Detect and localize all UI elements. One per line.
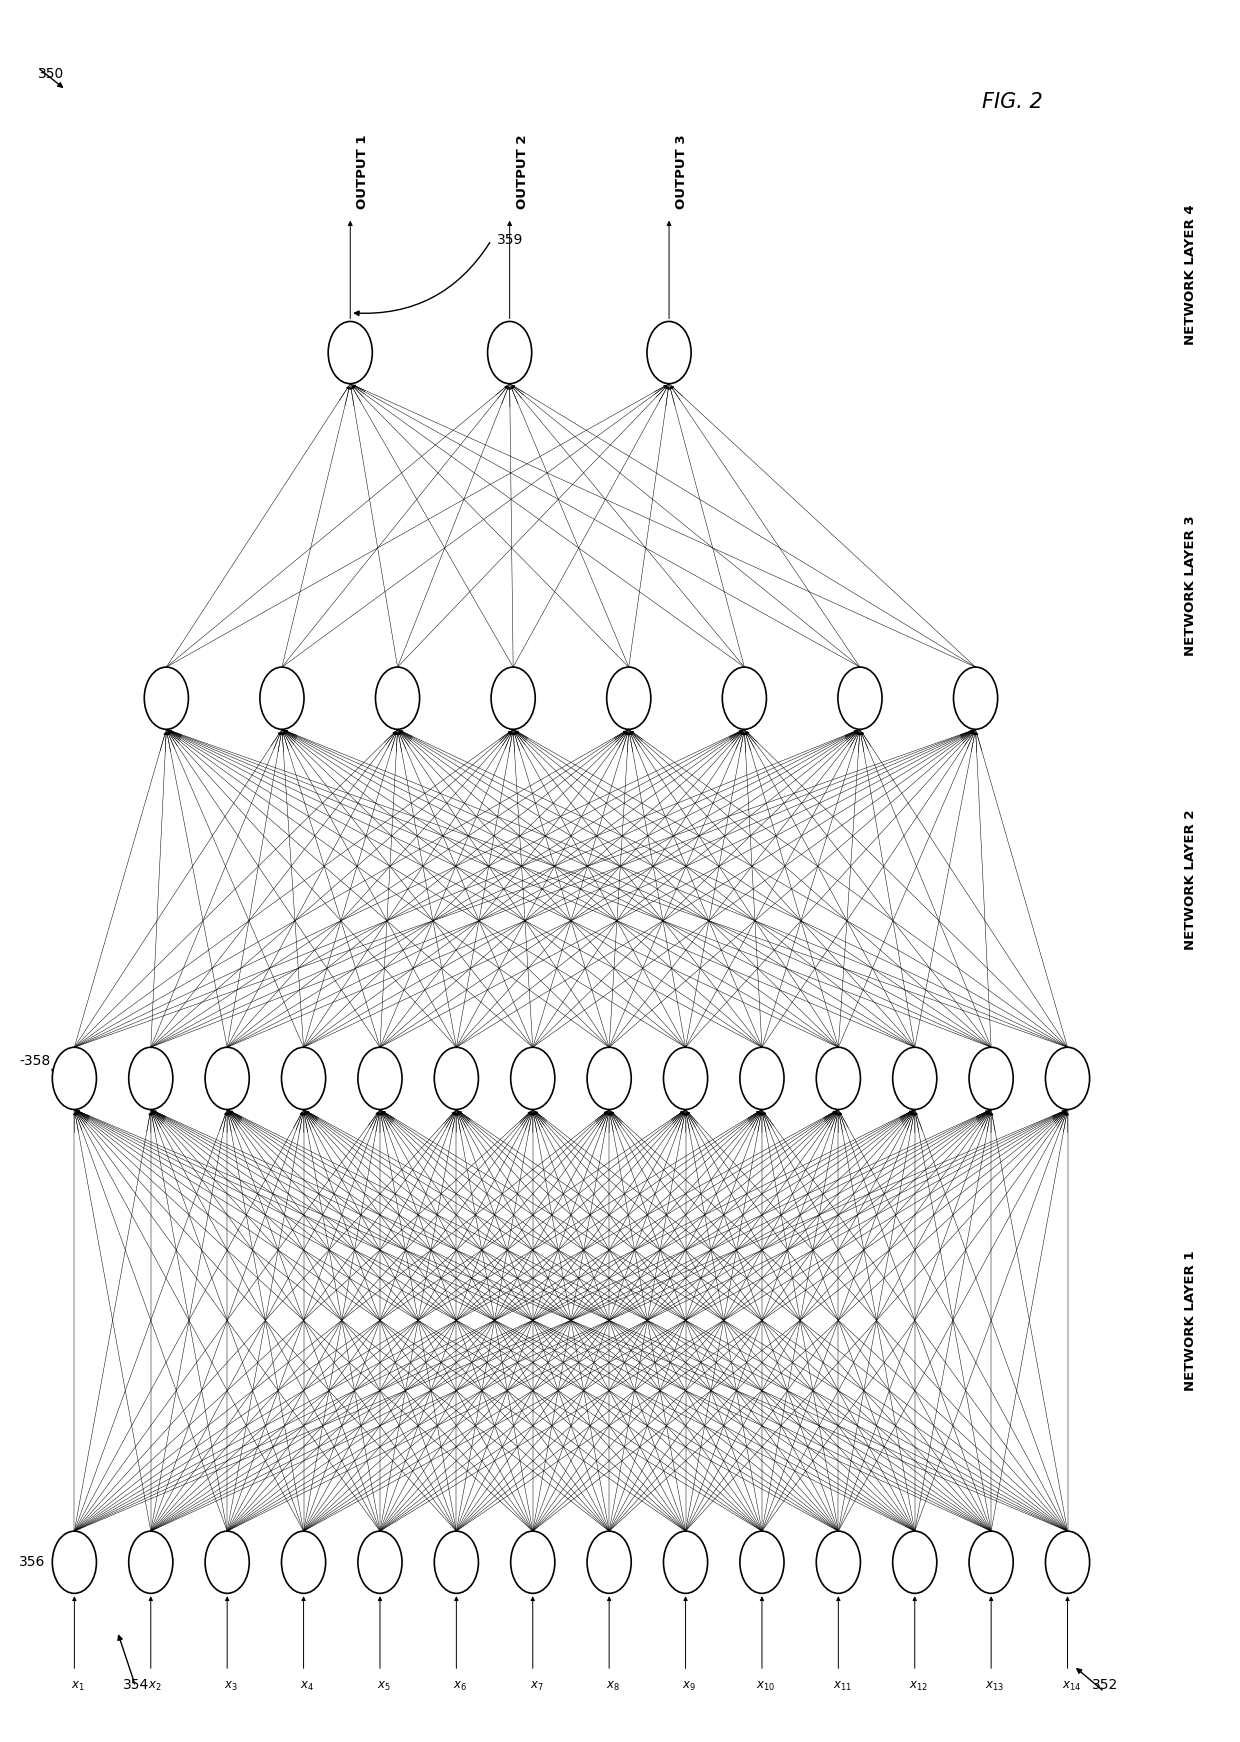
Circle shape [587,1531,631,1594]
Text: $x_{2}$: $x_{2}$ [148,1679,161,1693]
Text: $x_{9}$: $x_{9}$ [682,1679,696,1693]
Text: $x_{3}$: $x_{3}$ [224,1679,238,1693]
Circle shape [722,667,766,730]
Text: 356: 356 [19,1556,46,1570]
Circle shape [663,1047,708,1110]
Circle shape [281,1047,326,1110]
Circle shape [487,322,532,383]
Text: OUTPUT 2: OUTPUT 2 [516,134,528,209]
Circle shape [52,1531,97,1594]
Circle shape [358,1531,402,1594]
Text: -358: -358 [19,1054,51,1068]
Circle shape [260,667,304,730]
Circle shape [954,667,998,730]
Circle shape [740,1531,784,1594]
Circle shape [893,1047,936,1110]
Circle shape [816,1047,861,1110]
Circle shape [1045,1047,1090,1110]
Circle shape [144,667,188,730]
Text: NETWORK LAYER 4: NETWORK LAYER 4 [1184,204,1197,345]
Circle shape [491,667,536,730]
Circle shape [434,1047,479,1110]
Circle shape [893,1531,936,1594]
Text: 354: 354 [124,1678,150,1691]
Circle shape [511,1531,554,1594]
Circle shape [358,1047,402,1110]
Circle shape [970,1531,1013,1594]
Text: OUTPUT 3: OUTPUT 3 [675,134,688,209]
Circle shape [205,1047,249,1110]
Text: $x_{4}$: $x_{4}$ [300,1679,314,1693]
Circle shape [663,1531,708,1594]
Text: $x_{1}$: $x_{1}$ [71,1679,84,1693]
Circle shape [606,667,651,730]
Circle shape [52,1047,97,1110]
Circle shape [129,1531,172,1594]
Text: NETWORK LAYER 2: NETWORK LAYER 2 [1184,810,1197,949]
Circle shape [329,322,372,383]
Text: NETWORK LAYER 3: NETWORK LAYER 3 [1184,516,1197,657]
Text: 350: 350 [37,68,63,82]
Circle shape [129,1047,172,1110]
Circle shape [816,1531,861,1594]
Text: $x_{8}$: $x_{8}$ [606,1679,620,1693]
Text: NETWORK LAYER 1: NETWORK LAYER 1 [1184,1251,1197,1390]
Text: $x_{11}$: $x_{11}$ [832,1679,852,1693]
Text: 352: 352 [1092,1678,1118,1691]
Text: $x_{14}$: $x_{14}$ [1061,1679,1081,1693]
Circle shape [434,1531,479,1594]
Circle shape [281,1531,326,1594]
Circle shape [205,1531,249,1594]
Text: $x_{5}$: $x_{5}$ [377,1679,391,1693]
Text: FIG. 2: FIG. 2 [982,92,1043,111]
Text: $x_{7}$: $x_{7}$ [529,1679,543,1693]
Text: OUTPUT 1: OUTPUT 1 [356,134,370,209]
Circle shape [970,1047,1013,1110]
Circle shape [647,322,691,383]
Text: $x_{12}$: $x_{12}$ [909,1679,928,1693]
Text: $x_{10}$: $x_{10}$ [756,1679,775,1693]
Circle shape [1045,1531,1090,1594]
Text: $x_{13}$: $x_{13}$ [986,1679,1004,1693]
Circle shape [511,1047,554,1110]
Text: 359: 359 [497,233,523,247]
Circle shape [587,1047,631,1110]
Circle shape [740,1047,784,1110]
Text: $x_{6}$: $x_{6}$ [453,1679,467,1693]
Circle shape [376,667,419,730]
Circle shape [838,667,882,730]
